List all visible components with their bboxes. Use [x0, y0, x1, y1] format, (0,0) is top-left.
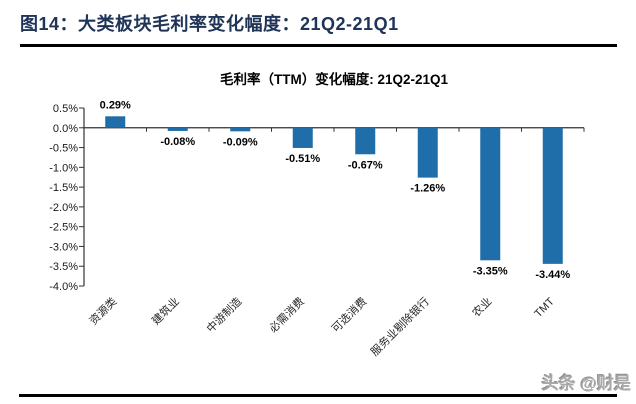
bar — [292, 127, 313, 148]
bar — [480, 127, 501, 261]
category-label: 可选消费 — [328, 294, 369, 335]
category-label: 必需消费 — [266, 294, 307, 335]
watermark: 头条 @财是 — [541, 374, 631, 393]
bar — [167, 127, 188, 131]
y-tick-label: -1.5% — [49, 182, 78, 194]
chart-title: 毛利率（TTM）变化幅度: 21Q2-21Q1 — [219, 72, 449, 87]
bar — [542, 127, 563, 264]
bar — [105, 116, 126, 128]
y-tick-label: -1.0% — [49, 162, 78, 174]
y-tick-label: -0.5% — [49, 143, 78, 155]
bar-value-label: 0.29% — [100, 99, 131, 111]
bar-value-label: -0.51% — [285, 153, 320, 165]
category-label: 服务业剔除银行 — [368, 294, 432, 358]
category-label: 农业 — [469, 294, 494, 319]
y-tick-label: -3.0% — [49, 241, 78, 253]
bottom-rule — [19, 394, 617, 397]
y-tick-label: -4.0% — [49, 281, 78, 293]
category-label: TMT — [532, 295, 557, 320]
bar-value-label: -0.09% — [223, 136, 258, 148]
y-tick-label: -2.5% — [49, 222, 78, 234]
bar — [417, 127, 438, 178]
y-tick-label: -3.5% — [49, 261, 78, 273]
bar — [230, 127, 251, 132]
bar — [355, 127, 376, 155]
category-label: 建筑业 — [149, 294, 182, 327]
y-tick-label: 0.5% — [53, 103, 78, 115]
figure-title: 图14：大类板块毛利率变化幅度：21Q2-21Q1 — [20, 14, 399, 34]
bar-value-label: -0.67% — [348, 159, 383, 171]
category-label: 中游制造 — [203, 294, 244, 335]
category-label: 资源类 — [86, 294, 119, 327]
y-tick-label: 0.0% — [53, 123, 78, 135]
header-rule — [20, 44, 617, 47]
bar-value-label: -3.35% — [473, 265, 508, 277]
bar-value-label: -1.26% — [410, 183, 445, 195]
y-tick-label: -2.0% — [49, 202, 78, 214]
bar-value-label: -0.08% — [160, 136, 195, 148]
bar-value-label: -3.44% — [535, 269, 570, 281]
